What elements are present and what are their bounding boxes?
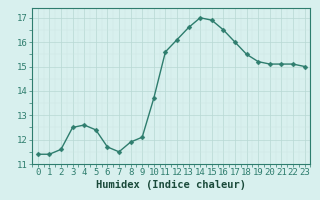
X-axis label: Humidex (Indice chaleur): Humidex (Indice chaleur) <box>96 180 246 190</box>
